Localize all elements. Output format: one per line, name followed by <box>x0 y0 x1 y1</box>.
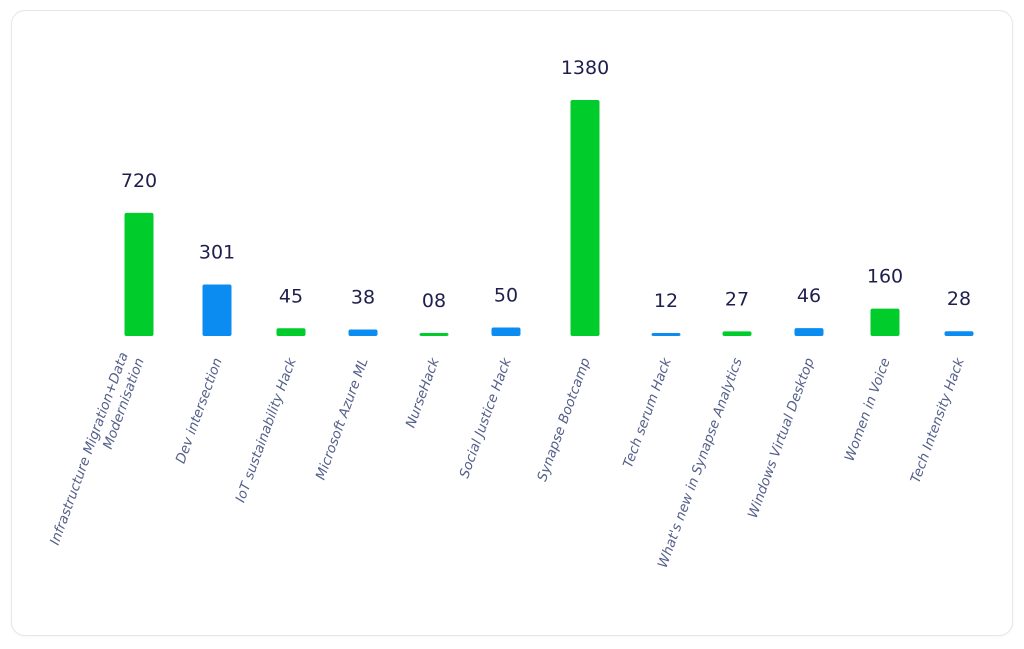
bar-value-label-2: 45 <box>279 285 303 307</box>
category-label-4: NurseHack <box>403 355 443 430</box>
category-label-line: Social Justice Hack <box>456 355 515 481</box>
category-label-line: Tech serum Hack <box>620 355 675 470</box>
bar-value-label-9: 46 <box>797 285 821 307</box>
category-label-line: NurseHack <box>403 355 443 430</box>
bar-11[interactable] <box>944 331 974 336</box>
bar-value-label-8: 27 <box>725 288 749 310</box>
category-label-7: Tech serum Hack <box>620 355 675 470</box>
bar-value-label-10: 160 <box>867 266 903 288</box>
category-label-2: IoT sustainability Hack <box>233 355 301 505</box>
category-label-5: Social Justice Hack <box>456 355 515 481</box>
category-label-line: Windows Virtual Desktop <box>745 356 818 521</box>
bar-value-label-5: 50 <box>494 284 518 306</box>
category-label-1: Dev intersection <box>173 356 226 466</box>
category-label-line: What's new in Synapse Analytics <box>655 356 746 570</box>
category-label-0: Infrastructure Migration+DataModernisati… <box>47 350 148 547</box>
category-label-11: Tech Intensity Hack <box>908 355 969 485</box>
bar-1[interactable] <box>202 284 232 336</box>
category-label-line: IoT sustainability Hack <box>233 355 301 505</box>
bar-value-label-3: 38 <box>351 287 375 309</box>
bar-value-label-4: 08 <box>422 290 446 312</box>
bar-value-label-6: 1380 <box>561 57 609 79</box>
bar-7[interactable] <box>651 333 681 336</box>
category-label-line: Women in Voice <box>842 356 894 464</box>
bar-2[interactable] <box>276 328 306 336</box>
category-label-line: Infrastructure Migration+Data <box>47 350 132 547</box>
category-label-10: Women in Voice <box>842 356 894 464</box>
category-label-line: Synapse Bootcamp <box>534 356 594 484</box>
bar-8[interactable] <box>722 331 752 336</box>
category-label-8: What's new in Synapse Analytics <box>655 356 746 570</box>
bar-4[interactable] <box>419 333 449 336</box>
chart-card <box>11 10 1013 636</box>
bar-9[interactable] <box>794 328 824 336</box>
bar-0[interactable] <box>124 212 154 336</box>
category-label-line: Microsoft Azure ML <box>313 356 372 482</box>
category-label-3: Microsoft Azure ML <box>313 356 372 482</box>
bar-value-label-0: 720 <box>121 170 157 192</box>
category-label-line: Tech Intensity Hack <box>908 355 969 485</box>
bar-value-label-1: 301 <box>199 242 235 264</box>
bar-3[interactable] <box>348 329 378 336</box>
category-label-line: Dev intersection <box>173 356 226 466</box>
category-label-6: Synapse Bootcamp <box>534 356 594 484</box>
bar-value-label-7: 12 <box>654 290 678 312</box>
category-label-9: Windows Virtual Desktop <box>745 356 818 521</box>
bar-6[interactable] <box>570 100 600 336</box>
bar-5[interactable] <box>491 327 521 336</box>
bar-10[interactable] <box>870 308 900 336</box>
bar-value-label-11: 28 <box>947 288 971 310</box>
